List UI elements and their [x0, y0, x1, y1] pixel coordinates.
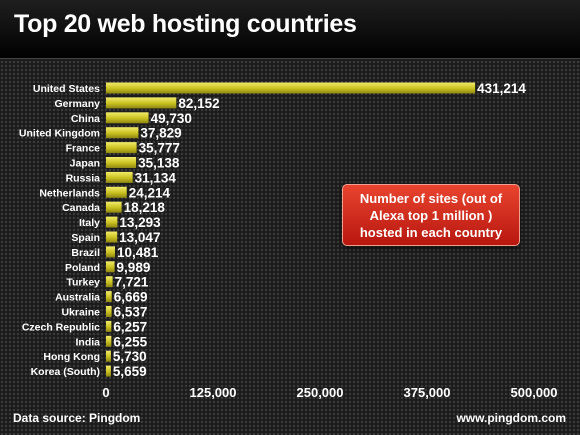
value-label: 49,730: [151, 111, 192, 126]
bar: [106, 291, 112, 303]
value-label: 7,721: [115, 275, 149, 290]
bar: [106, 171, 133, 183]
category-label: Czech Republic: [22, 321, 100, 333]
value-label: 431,214: [477, 81, 526, 96]
category-label: France: [66, 143, 101, 155]
value-label: 82,152: [178, 96, 219, 111]
category-label: Germany: [54, 98, 100, 110]
category-label: Russia: [66, 172, 101, 184]
bar: [106, 97, 177, 109]
category-label: Japan: [70, 158, 100, 170]
bar: [106, 306, 112, 317]
x-tick-label: 0: [102, 385, 109, 400]
value-label: 24,214: [129, 185, 171, 200]
value-label: 31,134: [135, 170, 177, 185]
category-label: United States: [33, 83, 100, 95]
category-label: Ukraine: [61, 307, 100, 319]
data-source-label: Data source: Pingdom: [13, 411, 141, 425]
category-label: United Kingdom: [19, 128, 100, 140]
value-label: 9,989: [117, 260, 151, 275]
value-label: 6,255: [113, 334, 147, 349]
bar: [106, 350, 111, 362]
x-tick-label: 500,000: [511, 385, 558, 400]
category-label: Brazil: [71, 247, 100, 259]
value-label: 5,659: [113, 364, 147, 379]
bar: [106, 142, 137, 154]
chart-title: Top 20 web hosting countries: [14, 10, 357, 38]
value-label: 6,669: [114, 290, 148, 305]
category-label: Spain: [71, 232, 100, 244]
value-label: 37,829: [140, 126, 181, 141]
value-label: 10,481: [117, 245, 159, 260]
value-label: 5,730: [113, 349, 147, 364]
value-label: 13,047: [119, 230, 160, 245]
x-tick-label: 250,000: [297, 385, 344, 400]
category-label: Italy: [79, 217, 100, 229]
title-bar: Top 20 web hosting countries: [0, 0, 580, 59]
bar: [106, 201, 122, 213]
bar: [106, 246, 115, 258]
bar: [106, 335, 112, 347]
category-label: China: [71, 113, 100, 125]
bar: [106, 82, 476, 94]
bar: [106, 186, 127, 198]
value-label: 35,138: [138, 156, 180, 171]
category-label: Korea (South): [31, 366, 100, 378]
category-label: Poland: [65, 262, 100, 274]
value-label: 6,257: [113, 319, 147, 334]
bar: [106, 231, 118, 243]
category-label: Australia: [55, 292, 100, 304]
bar: [106, 365, 111, 377]
x-tick-label: 125,000: [190, 385, 237, 400]
bar: [106, 320, 112, 332]
bar: [106, 112, 149, 124]
website-label: www.pingdom.com: [456, 411, 566, 425]
value-label: 13,293: [119, 215, 161, 230]
category-label: Turkey: [66, 277, 100, 289]
bar: [106, 127, 139, 139]
bar: [106, 261, 115, 273]
value-label: 6,537: [114, 305, 148, 320]
category-label: India: [75, 336, 100, 348]
category-label: Hong Kong: [43, 351, 100, 363]
bar: [106, 276, 113, 288]
category-label: Canada: [62, 202, 100, 214]
bar: [106, 157, 137, 168]
value-label: 35,777: [139, 141, 180, 156]
x-tick-label: 375,000: [404, 385, 451, 400]
annotation-callout: Number of sites (out of Alexa top 1 mill…: [342, 184, 520, 246]
value-label: 18,218: [124, 200, 166, 215]
category-label: Netherlands: [39, 187, 100, 199]
bar: [106, 216, 118, 228]
